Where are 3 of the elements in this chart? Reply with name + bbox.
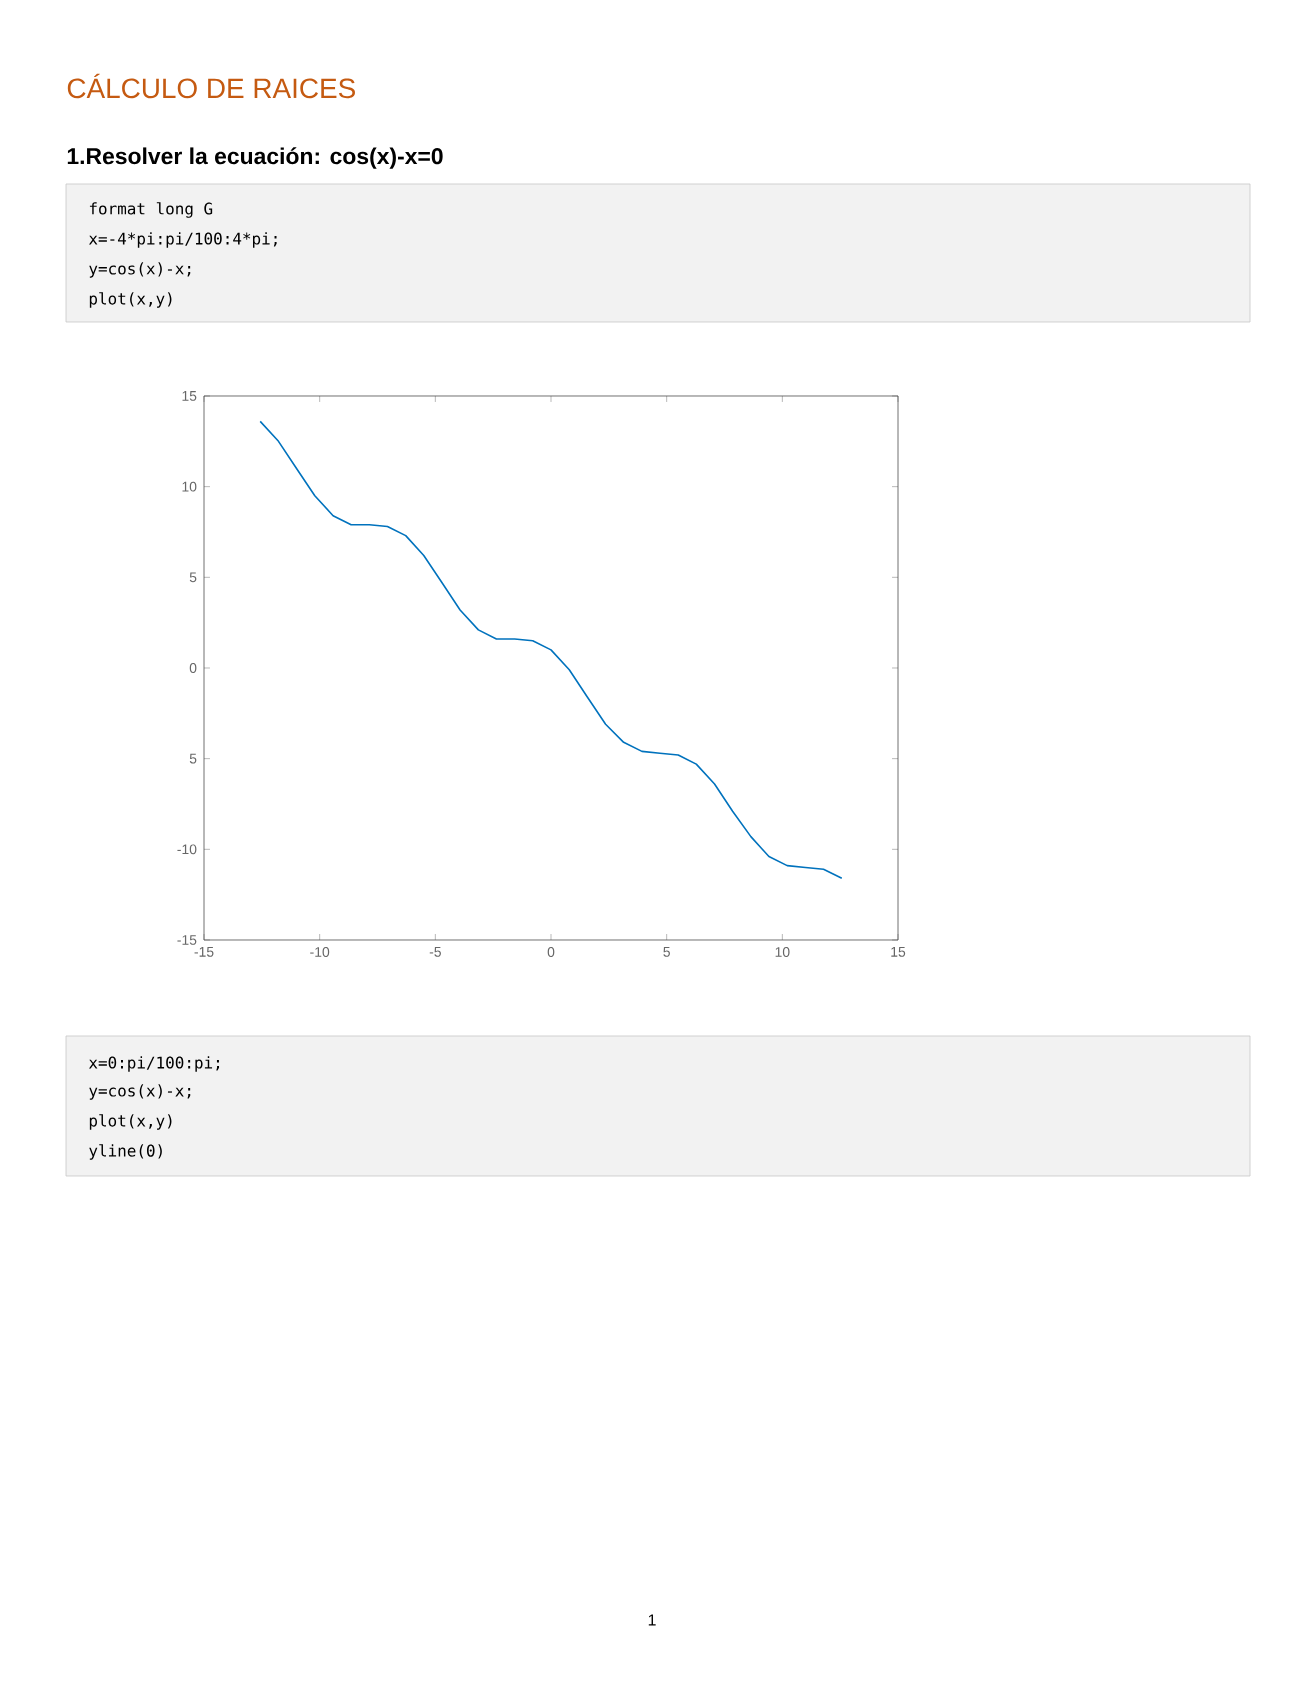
line-series: [259, 420, 843, 880]
chart-subtitle: 1.Resolver la ecuación: cos(x)-x=0: [67, 147, 443, 169]
chart-title: CÁLCULO DE RAICES: [67, 73, 355, 99]
